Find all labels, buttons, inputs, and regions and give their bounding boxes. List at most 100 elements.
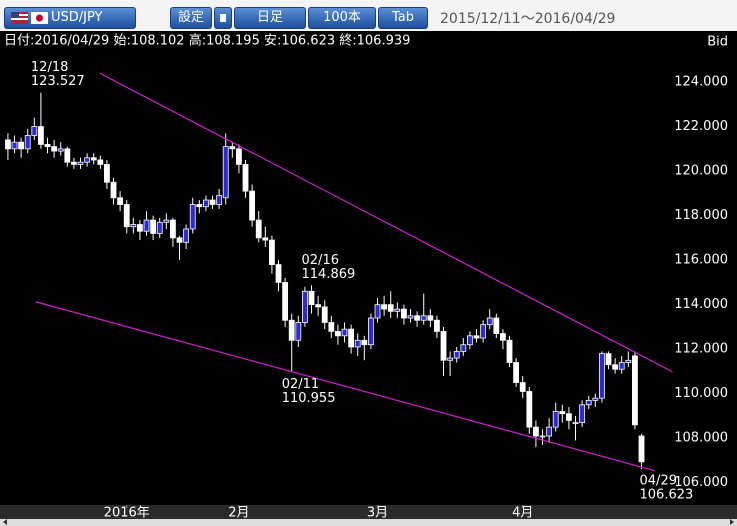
toolbar: USD/JPY 設定 日足 100本 Tab 2015/12/11～2016/0… (0, 0, 737, 31)
candle-body (315, 304, 322, 308)
candle-body (156, 221, 163, 234)
candle-body (552, 411, 559, 428)
candle-body (605, 353, 612, 366)
candle-body (262, 237, 269, 241)
candle-body (612, 364, 619, 370)
candle-body (77, 161, 84, 165)
candle-body (183, 228, 190, 243)
candle-body (599, 353, 605, 399)
candle-body (18, 141, 25, 150)
annotation-value: 110.955 (282, 391, 336, 406)
candle-body (295, 322, 302, 341)
flag-stripe (11, 14, 28, 16)
candle-body (638, 435, 645, 463)
candle-body (625, 359, 632, 363)
candle-body (170, 219, 176, 239)
y-tick-label: 114.000 (674, 297, 728, 312)
pair-button[interactable]: USD/JPY (4, 7, 136, 29)
tab-button[interactable]: Tab (378, 7, 428, 29)
candle-body (84, 157, 91, 163)
candle-body (592, 397, 599, 401)
candle-body (38, 126, 44, 145)
candle-body (11, 141, 18, 150)
candle-body (302, 290, 308, 323)
icon (220, 14, 226, 22)
candle-body (242, 164, 249, 192)
candle-body (394, 308, 401, 312)
candle-body (123, 204, 130, 228)
candle-body (348, 328, 355, 348)
candle-body (585, 399, 592, 406)
x-tick-label: 4月 (512, 506, 533, 521)
candle-body (90, 157, 97, 161)
y-tick-label: 124.000 (674, 75, 728, 90)
candle-body (374, 304, 381, 319)
candle-body (104, 164, 110, 183)
trendline (99, 72, 673, 373)
candle-body (150, 219, 157, 234)
candle-body (97, 159, 104, 165)
flag-sun (36, 14, 43, 22)
candle-body (130, 224, 137, 228)
candle-body (453, 351, 460, 359)
chart: 日付:2016/04/29 始:108.102 高:108.195 安:106.… (0, 31, 737, 526)
candle-body (401, 308, 407, 319)
scroll-track[interactable] (0, 519, 737, 526)
candle-body (64, 148, 71, 163)
candle-body (189, 204, 196, 230)
candle-body (473, 335, 480, 339)
annotation-value: 114.869 (302, 267, 356, 282)
y-tick-label: 116.000 (674, 253, 728, 268)
candle-body (526, 391, 533, 428)
candle-body (381, 304, 388, 310)
candle-body (288, 319, 295, 341)
candle-body (328, 322, 335, 332)
count-button[interactable]: 100本 (308, 7, 376, 29)
candle-body (5, 139, 11, 150)
period-button[interactable]: 日足 (234, 7, 306, 29)
annotation-date: 02/16 (302, 253, 339, 268)
x-tick-label: 2016年 (104, 506, 150, 521)
y-tick-label: 120.000 (674, 164, 728, 179)
candle-body (434, 319, 440, 332)
x-tick-label: 3月 (367, 506, 388, 521)
candle-body (632, 355, 638, 426)
candle-body (420, 315, 427, 321)
y-tick-label: 108.000 (674, 431, 728, 446)
x-tick-label: 2月 (228, 506, 249, 521)
candle-body (486, 317, 493, 326)
scroll-right[interactable] (730, 519, 734, 525)
flags (11, 12, 48, 24)
y-tick-label: 122.000 (674, 119, 728, 134)
candle-body (361, 339, 368, 346)
candle-body (480, 324, 487, 339)
candle-body (354, 339, 361, 348)
candle-body (467, 335, 473, 346)
candle-body (368, 317, 374, 346)
chart-background (0, 31, 737, 526)
candle-body (539, 435, 546, 438)
y-tick-label: 106.000 (674, 475, 728, 490)
candle-body (387, 304, 394, 312)
settings-button[interactable]: 設定 (170, 7, 212, 29)
candle-body (566, 413, 572, 421)
trendline (35, 301, 655, 472)
candle-body (137, 224, 143, 232)
candle-body (216, 195, 223, 205)
candle-body (117, 197, 124, 205)
candle-body (447, 357, 454, 361)
candle-body (209, 199, 216, 205)
scroll-left[interactable] (3, 519, 7, 525)
candle-body (31, 126, 38, 136)
candle-body (229, 146, 236, 150)
candle-body (269, 239, 275, 265)
candle-body (143, 219, 150, 232)
candle-body (275, 264, 282, 283)
chart-type-button[interactable] (214, 7, 232, 29)
candle-body (414, 315, 421, 321)
candle-body (110, 181, 117, 199)
candle-body (618, 362, 625, 370)
pair: USD/JPY (51, 10, 103, 25)
date-range: 2015/12/11～2016/04/29 (440, 11, 616, 27)
